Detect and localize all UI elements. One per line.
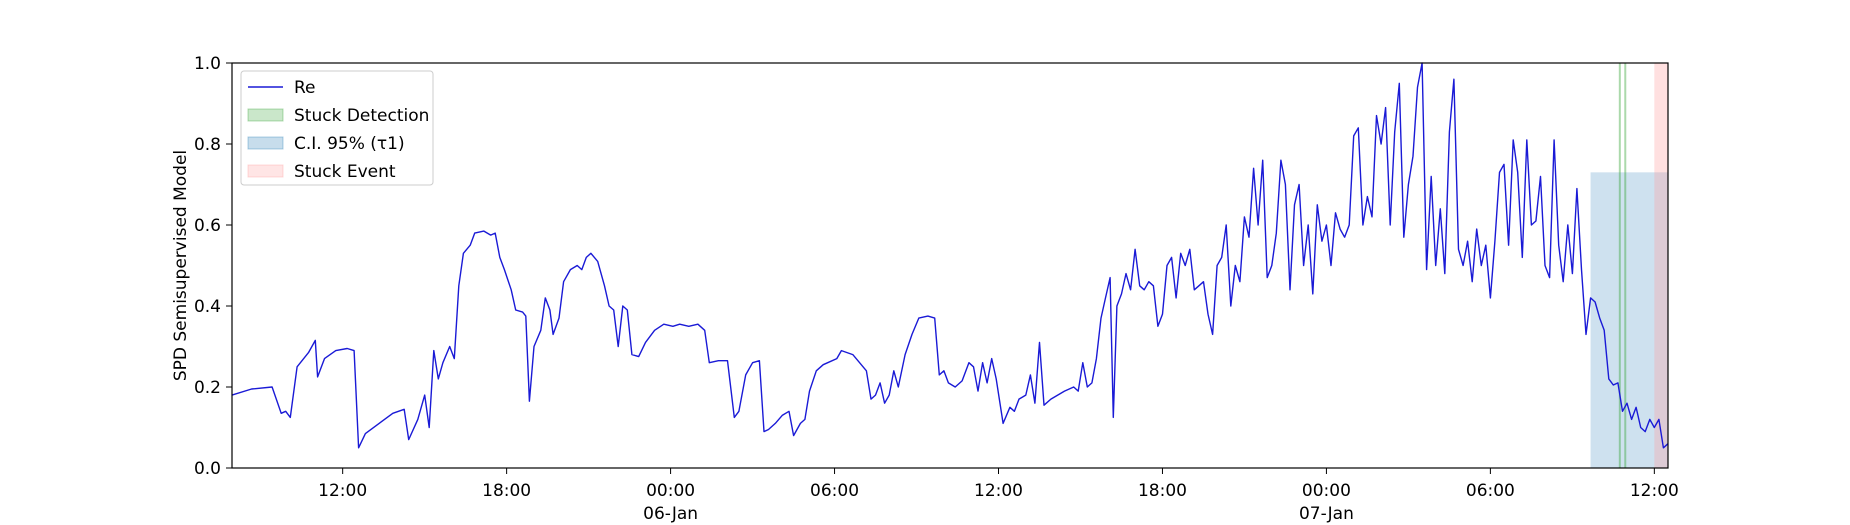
plot-frame: [231, 62, 1669, 469]
y-tick-label: 0.8: [194, 135, 221, 155]
legend-swatch-patch: [247, 108, 284, 122]
legend: Re Stuck Detection C.I. 95% (τ1) Stuck Even…: [240, 70, 434, 186]
shaded-regions: [1590, 63, 1668, 468]
shaded-region-0: [1590, 172, 1668, 468]
legend-label: C.I. 95% (τ1): [294, 134, 405, 154]
y-tick-label: 0.2: [194, 378, 221, 398]
shaded-region-1: [1654, 63, 1668, 468]
legend-label: Re: [294, 78, 316, 98]
x-tick-label: 18:00: [1138, 481, 1187, 501]
legend-box: [240, 70, 434, 186]
y-tick-label: 0.4: [194, 297, 221, 317]
y-tick-label: 0.6: [194, 216, 221, 236]
legend-label: Stuck Event: [294, 162, 396, 182]
legend-swatch-patch: [247, 136, 284, 150]
legend-swatch-patch: [247, 164, 284, 178]
x-tick-label: 12:00: [974, 481, 1023, 501]
shaded-region-3: [1624, 63, 1627, 468]
plot-lines: [231, 62, 1669, 449]
x-tick-label: 06-Jan: [643, 504, 698, 524]
y-tick-label: 1.0: [194, 54, 221, 74]
series-line-0: [231, 62, 1669, 449]
x-tick-label: 06:00: [1466, 481, 1515, 501]
axis-ticks: 0.0 0.2 0.4 0.6 0.8 1.0 12:00 18:00 00:00 06-Jan 1…: [194, 54, 1679, 524]
y-axis-label: SPD Semisupervised Model: [171, 150, 191, 381]
shaded-region-2: [1618, 63, 1621, 468]
x-tick-label: 07-Jan: [1299, 504, 1354, 524]
y-tick-label: 0.0: [194, 459, 221, 479]
x-tick-label: 18:00: [482, 481, 531, 501]
x-tick-label: 00:00: [646, 481, 695, 501]
x-tick-label: 06:00: [810, 481, 859, 501]
x-tick-label: 12:00: [318, 481, 367, 501]
legend-label: Stuck Detection: [294, 106, 429, 126]
x-tick-label: 00:00: [1302, 481, 1351, 501]
x-tick-label: 12:00: [1630, 481, 1679, 501]
